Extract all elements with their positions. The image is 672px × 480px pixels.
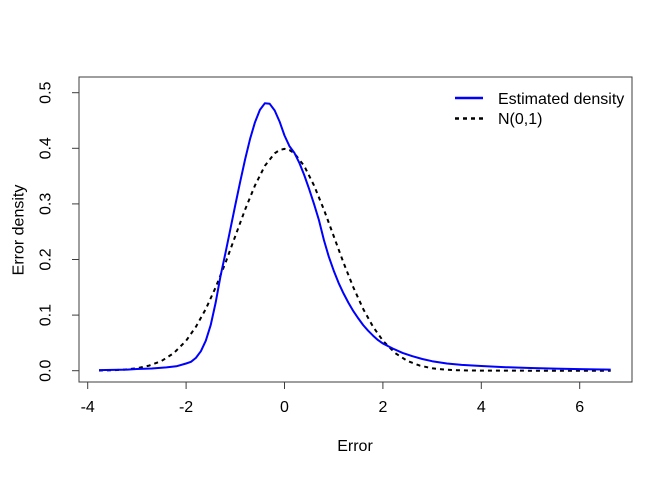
- legend: Estimated density N(0,1): [455, 91, 624, 128]
- curve-1: [98, 147, 611, 372]
- x-tick-label: 4: [477, 399, 486, 416]
- x-axis: -4 -2 0 2 4 6: [81, 382, 584, 416]
- y-tick-label: 0.3: [38, 193, 55, 215]
- y-tick-label: 0.0: [38, 359, 55, 381]
- plot-area: [98, 102, 611, 372]
- x-tick-label: 2: [378, 399, 387, 416]
- curve-0: [98, 102, 611, 372]
- y-tick-label: 0.4: [38, 137, 55, 159]
- legend-item-estimated-density: Estimated density: [455, 91, 624, 108]
- y-tick-label: 0.5: [38, 81, 55, 103]
- x-tick-label: 0: [280, 399, 289, 416]
- y-tick-label: 0.1: [38, 304, 55, 326]
- y-axis: 0.0 0.1 0.2 0.3 0.4 0.5: [38, 81, 79, 382]
- legend-label-estimated-density: Estimated density: [498, 91, 624, 108]
- x-tick-label: -4: [81, 399, 95, 416]
- x-tick-label: 6: [575, 399, 584, 416]
- legend-label-normal: N(0,1): [498, 111, 542, 128]
- x-tick-label: -2: [179, 399, 193, 416]
- x-axis-label: Error: [337, 438, 373, 455]
- plot-box: [78, 76, 633, 383]
- y-axis-label: Error density: [11, 185, 28, 276]
- legend-item-normal: N(0,1): [455, 111, 542, 128]
- y-tick-label: 0.2: [38, 248, 55, 270]
